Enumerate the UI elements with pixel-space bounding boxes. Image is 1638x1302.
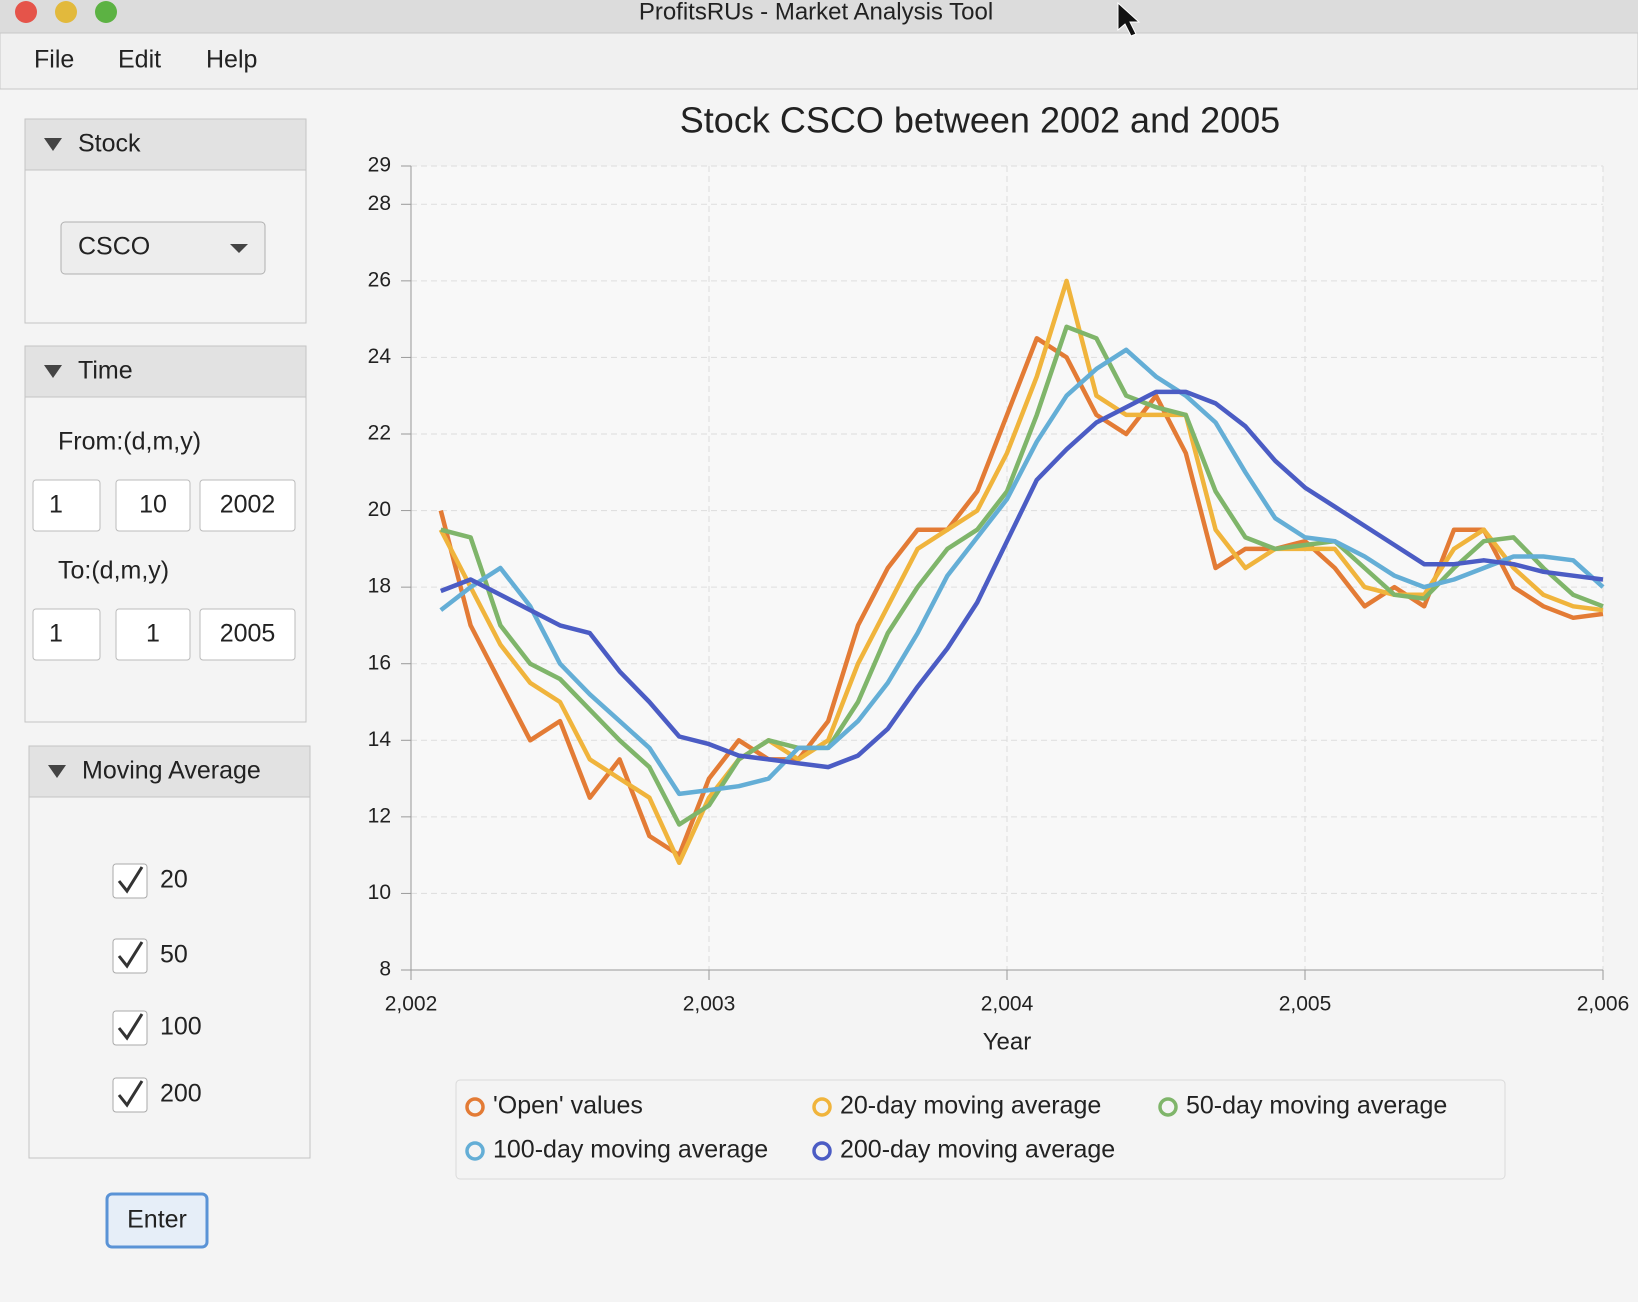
x-tick-label: 2,002 bbox=[385, 993, 438, 1016]
panel-header[interactable] bbox=[24, 345, 307, 398]
panel-header[interactable] bbox=[24, 118, 307, 171]
panel-title: Moving Average bbox=[82, 757, 261, 785]
expand-arrow bbox=[44, 365, 62, 378]
y-tick-label: 16 bbox=[368, 651, 391, 674]
legend bbox=[455, 1079, 1506, 1180]
legend-symbol bbox=[812, 1141, 832, 1161]
text-field[interactable] bbox=[32, 608, 101, 661]
legend-label: 50-day moving average bbox=[1186, 1092, 1447, 1120]
window-title: ProfitsRUs - Market Analysis Tool bbox=[639, 0, 993, 25]
chart: 8 10 12 14 16 18 20 22 24 26 28 29 2,002 2,003 2,004 2,… bbox=[368, 154, 1630, 1164]
series-line bbox=[439, 389, 1604, 770]
y-tick-label: 20 bbox=[368, 498, 391, 521]
chart-title: Stock CSCO between 2002 and 2005 bbox=[680, 100, 1280, 141]
legend-symbol bbox=[465, 1141, 485, 1161]
y-tick-label: 22 bbox=[368, 422, 391, 445]
legend-symbol bbox=[812, 1097, 832, 1117]
field-value: 1 bbox=[49, 620, 63, 648]
menu-bar bbox=[0, 32, 1638, 90]
dropdown[interactable] bbox=[60, 221, 266, 275]
checkmark bbox=[117, 1013, 144, 1041]
field-value: 10 bbox=[139, 491, 167, 519]
panel-title: Time bbox=[78, 357, 133, 385]
date-fields: 1 10 2002 1 1 2005 bbox=[32, 479, 296, 661]
legend-symbol bbox=[1158, 1097, 1178, 1117]
panel-header[interactable] bbox=[28, 745, 311, 798]
y-tick-label: 8 bbox=[379, 958, 391, 981]
legend-symbol bbox=[465, 1097, 485, 1117]
menu-item[interactable]: File bbox=[34, 46, 74, 74]
checkbox-label: 50 bbox=[160, 941, 188, 969]
title-bar bbox=[0, 0, 1638, 33]
menu-item[interactable]: Edit bbox=[118, 46, 161, 74]
legend-label: 20-day moving average bbox=[840, 1092, 1101, 1120]
mouse-cursor bbox=[1117, 1, 1141, 37]
checkmark bbox=[117, 941, 144, 969]
y-tick-label: 10 bbox=[368, 881, 391, 904]
series-line bbox=[439, 347, 1605, 797]
x-axis-label: Year bbox=[983, 1028, 1032, 1055]
y-tick-label: 12 bbox=[368, 804, 391, 827]
x-tick-label: 2,004 bbox=[981, 993, 1034, 1016]
button-label: Enter bbox=[127, 1206, 187, 1234]
x-tick-label: 2,003 bbox=[683, 993, 736, 1016]
text-field[interactable] bbox=[32, 479, 101, 532]
y-tick-label: 28 bbox=[368, 192, 391, 215]
legend-label: 100-day moving average bbox=[493, 1136, 768, 1164]
panel bbox=[24, 345, 307, 723]
y-tick-label: 29 bbox=[368, 154, 391, 177]
legend-label: 'Open' values bbox=[493, 1092, 643, 1120]
panel bbox=[28, 745, 311, 1159]
menu-item[interactable]: Help bbox=[206, 46, 257, 74]
dropdown-value: CSCO bbox=[78, 233, 150, 261]
text-field[interactable] bbox=[199, 479, 296, 532]
field-value: 2002 bbox=[220, 491, 276, 519]
x-tick-label: 2,006 bbox=[1577, 993, 1630, 1016]
x-tick-label: 2,005 bbox=[1279, 993, 1332, 1016]
checkbox-label: 200 bbox=[160, 1080, 202, 1108]
field-value: 2005 bbox=[220, 620, 276, 648]
series-line bbox=[440, 324, 1604, 827]
text-field[interactable] bbox=[115, 608, 191, 661]
panel-title: Stock bbox=[78, 130, 141, 158]
close-button[interactable] bbox=[15, 1, 37, 23]
y-tick-label: 24 bbox=[368, 345, 392, 368]
checkmark bbox=[117, 866, 144, 894]
legend-label: 200-day moving average bbox=[840, 1136, 1115, 1164]
zoom-button[interactable] bbox=[95, 1, 117, 23]
y-tick-label: 26 bbox=[368, 268, 391, 291]
checkbox-label: 20 bbox=[160, 866, 188, 894]
enter-button[interactable] bbox=[105, 1192, 209, 1249]
checkbox-label: 100 bbox=[160, 1013, 202, 1041]
field-label: To:(d,m,y) bbox=[58, 557, 169, 585]
y-tick-label: 14 bbox=[368, 728, 392, 751]
field-value: 1 bbox=[49, 491, 63, 519]
expand-arrow bbox=[48, 765, 66, 778]
dropdown-arrow bbox=[230, 244, 248, 253]
field-value: 1 bbox=[146, 620, 160, 648]
expand-arrow bbox=[44, 138, 62, 151]
y-tick-label: 18 bbox=[368, 575, 391, 598]
text-field[interactable] bbox=[199, 608, 296, 661]
minimize-button[interactable] bbox=[55, 1, 77, 23]
checkbox-list: 20 50 100 200 bbox=[112, 863, 202, 1113]
field-label: From:(d,m,y) bbox=[58, 428, 201, 456]
text-field[interactable] bbox=[115, 479, 191, 532]
checkmark bbox=[117, 1080, 144, 1108]
